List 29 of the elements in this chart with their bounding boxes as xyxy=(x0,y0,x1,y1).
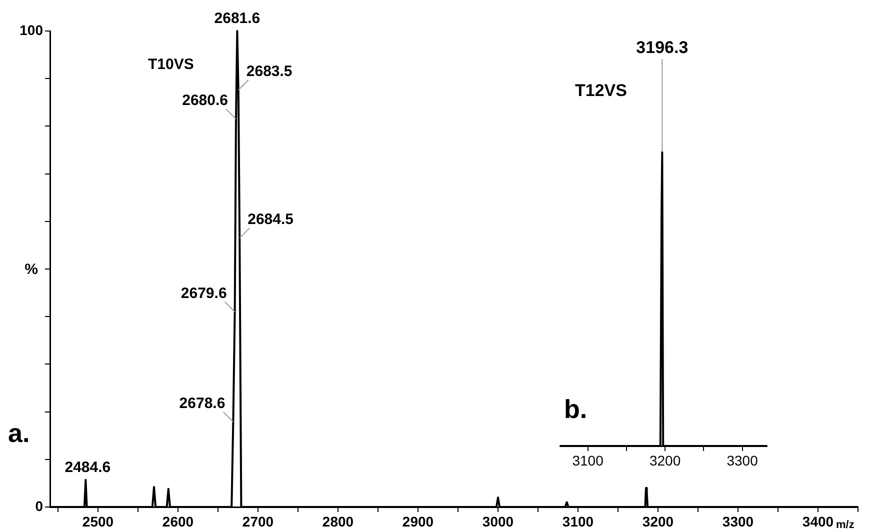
annotation: 2684.5 xyxy=(248,211,294,228)
x-tick-label: 3100 xyxy=(572,452,604,468)
annotation: T10VS xyxy=(148,56,194,73)
annotation: 2680.6 xyxy=(182,92,228,110)
x-axis-title: m/z xyxy=(836,519,855,531)
x-tick-label: 2500 xyxy=(82,513,114,530)
y-tick-label: 100 xyxy=(20,22,44,38)
x-tick-label: 2800 xyxy=(322,513,354,530)
x-tick-label: 3400 xyxy=(802,513,834,530)
x-tick-label: 2700 xyxy=(242,513,274,530)
x-tick-label: 3300 xyxy=(726,452,758,468)
annotation: 2484.6 xyxy=(64,458,111,476)
annotation: 2683.5 xyxy=(246,63,292,80)
annotation: 3196.3 xyxy=(636,38,688,57)
annotation: 2678.6 xyxy=(179,394,226,412)
text: a. xyxy=(8,418,30,448)
y-axis-title: % xyxy=(24,261,38,278)
x-tick-label: 2600 xyxy=(162,513,194,530)
annotation: T12VS xyxy=(575,81,627,100)
y-tick-label: 0 xyxy=(35,498,44,514)
x-tick-label: 3200 xyxy=(642,513,674,530)
x-tick-label: 2900 xyxy=(402,513,434,530)
annotation: b. xyxy=(564,394,588,424)
x-tick-label: 3100 xyxy=(562,513,594,530)
x-tick-label: 3200 xyxy=(649,452,681,468)
x-tick-label: 3300 xyxy=(722,513,754,530)
annotation: 2681.6 xyxy=(214,10,260,27)
x-tick-label: 3000 xyxy=(482,513,514,530)
annotation: 2679.6 xyxy=(180,284,227,302)
